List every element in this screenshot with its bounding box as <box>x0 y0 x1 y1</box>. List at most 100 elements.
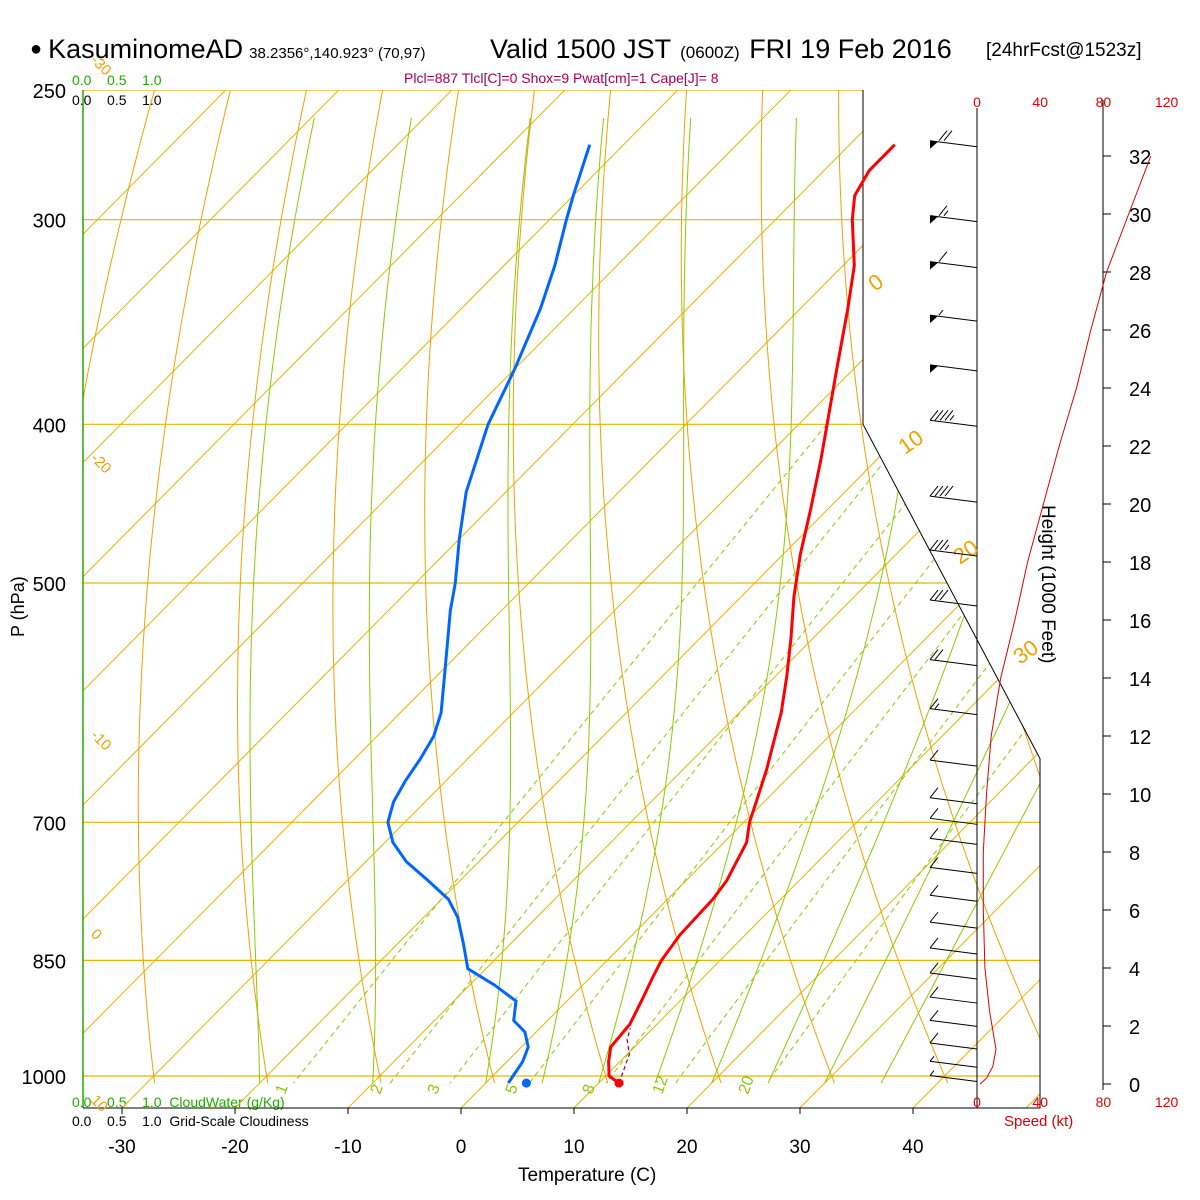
wind-barb-flag <box>934 649 944 660</box>
stability-indices: Plcl=887 Tlcl[C]=0 Shox=9 Pwat[cm]=1 Cap… <box>404 70 719 86</box>
moist-adiabat <box>485 117 531 1084</box>
wind-barb-flag <box>929 649 939 660</box>
height-tick-label: 32 <box>1129 147 1151 169</box>
wind-barb-staff <box>929 659 978 667</box>
wind-barb-flag <box>944 485 954 497</box>
mixing-ratio-label: 5 <box>503 1082 522 1096</box>
speed-tick-label-top: 80 <box>1096 94 1112 110</box>
wind-barb-pennant <box>930 140 938 149</box>
wind-barb-flag <box>929 857 939 868</box>
height-tick-label: 6 <box>1129 901 1140 923</box>
theta-e-label: 0 <box>864 269 888 297</box>
wind-barb-staff <box>929 972 978 980</box>
wind-barb <box>929 962 978 980</box>
wind-barb <box>929 1055 978 1068</box>
moist-adiabat <box>541 117 605 1084</box>
isotherm <box>460 90 1040 1108</box>
wind-barb-flag <box>929 485 939 497</box>
wind-barb-halfflag <box>929 1070 935 1076</box>
speed-tick-label-top: 0 <box>973 94 981 110</box>
mixing-ratio-line <box>293 423 828 1084</box>
dry-adiabat <box>1143 90 1200 1083</box>
height-tick-label: 0 <box>1129 1075 1140 1097</box>
wind-barb <box>929 409 978 427</box>
station-name: KasuminomeAD <box>48 34 244 64</box>
wind-barb <box>929 539 978 557</box>
cloudiness-label: Grid-Scale Cloudiness <box>169 1113 309 1129</box>
wind-barb-staff <box>929 866 978 874</box>
parcel-curve <box>618 1028 631 1084</box>
wind-barb-pennant <box>930 315 938 324</box>
wind-barb <box>929 130 978 149</box>
cloudiness-tick: 0.5 <box>107 1113 127 1129</box>
wind-barb-staff <box>929 1019 978 1027</box>
height-tick-label: 10 <box>1129 785 1151 807</box>
height-tick-label: 16 <box>1129 611 1151 633</box>
cloudwater-tick: 1.0 <box>142 72 162 88</box>
wind-barb <box>929 485 978 503</box>
temperature-axis-label: Temperature (C) <box>518 1165 657 1186</box>
valid-time-local: Valid 1500 JST <box>490 34 671 64</box>
wind-barb-flag <box>929 962 939 974</box>
cloudwater-tick: 0.0 <box>72 72 92 88</box>
dry-adiabat <box>237 90 307 1084</box>
wind-barb-flag <box>929 1032 939 1044</box>
height-tick-label: 2 <box>1129 1017 1140 1039</box>
temperature-tick-label: -10 <box>334 1137 361 1158</box>
wind-barb <box>929 1032 978 1050</box>
mixing-ratio-line <box>766 423 1040 1084</box>
speed-tick-label-top: 120 <box>1155 94 1179 110</box>
speed-axis-label: Speed (kt) <box>1004 1113 1074 1130</box>
wind-barb-flag <box>929 808 939 819</box>
temperature-curve <box>607 143 896 1085</box>
isotherm <box>686 90 1040 1108</box>
wind-barb-staff <box>929 996 978 1004</box>
height-tick-label: 4 <box>1129 959 1140 981</box>
wind-barb <box>929 911 978 929</box>
cloudiness-tick: 1.0 <box>142 1113 162 1129</box>
wind-barb-staff <box>929 947 978 955</box>
temperature-tick-label: 10 <box>563 1137 584 1158</box>
mixing-ratio-label: 1 <box>273 1082 292 1096</box>
forecast-info: [24hrFcst@1523z] <box>986 40 1142 61</box>
speed-tick-label-bottom: 80 <box>1096 1094 1112 1110</box>
pressure-tick-label: 500 <box>33 574 66 596</box>
dry-adiabat <box>332 90 383 1084</box>
cloudwater-legend: 0.0 0.5 1.0 CloudWater (g/Kg) <box>72 1094 285 1110</box>
pressure-tick-label: 700 <box>33 813 66 835</box>
height-tick-label: 22 <box>1129 437 1151 459</box>
moist-adiabat <box>880 117 1040 1084</box>
wind-barb <box>929 364 978 373</box>
wind-barb <box>929 808 978 825</box>
cloudwater-tick: 0.5 <box>107 72 127 88</box>
cloudwater-label: CloudWater (g/Kg) <box>169 1094 285 1110</box>
wind-barb-flag <box>929 409 939 421</box>
wind-barb <box>929 749 978 767</box>
dewpoint-curve <box>386 144 592 1084</box>
wind-barb <box>929 857 978 874</box>
cloudwater-tick: 0.0 <box>72 1094 92 1110</box>
isotherm <box>1025 90 1040 1108</box>
isotherm <box>83 90 566 1108</box>
mixing-ratio-label: 12 <box>650 1074 672 1097</box>
wind-barb-flag <box>929 1010 939 1021</box>
pressure-tick-label: 400 <box>33 415 66 437</box>
pressure-tick-label: 1000 <box>22 1067 67 1089</box>
wind-barb-halfflag <box>943 210 949 216</box>
valid-time-utc: (0600Z) <box>680 43 740 62</box>
dry-adiabat <box>838 90 1040 1084</box>
wind-barb-flag <box>929 749 939 761</box>
pressure-tick-label: 250 <box>33 81 66 103</box>
wind-barb-flag <box>934 485 944 497</box>
cloudwater-tick: 0.5 <box>107 1094 127 1110</box>
cloudiness-ticks-top: 0.0 0.5 1.0 <box>72 92 162 108</box>
wind-barb-staff <box>929 1042 978 1050</box>
wind-barb-staff <box>929 1060 978 1068</box>
isotherm <box>121 90 1040 1108</box>
dry-adiabat <box>760 90 949 1084</box>
speed-tick-label-bottom: 120 <box>1155 1094 1179 1110</box>
moist-adiabat <box>598 117 692 1084</box>
mixing-ratio-label: 20 <box>736 1074 758 1097</box>
theta-e-label: 10 <box>894 425 928 460</box>
